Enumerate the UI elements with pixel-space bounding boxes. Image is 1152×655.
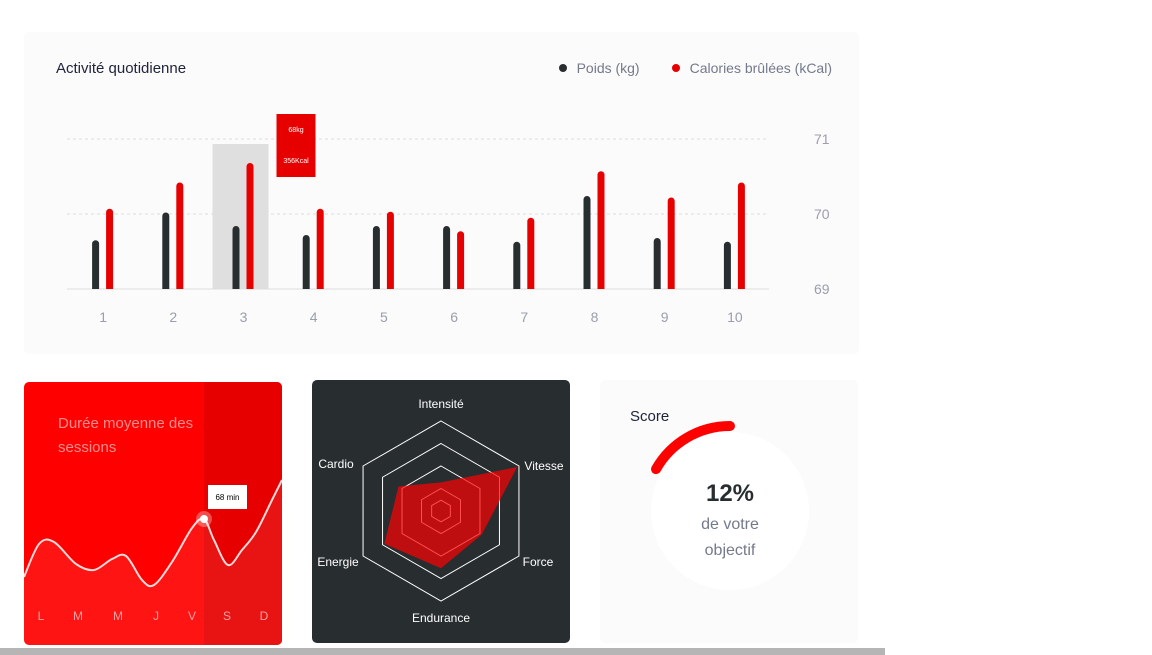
score-value: 12% — [705, 480, 755, 507]
bar-weight — [723, 241, 731, 289]
x-tick-label: 7 — [520, 309, 528, 325]
bar-weight — [583, 196, 591, 289]
y-tick-label: 71 — [814, 131, 830, 147]
radar-axis-label: Endurance — [412, 611, 470, 625]
score-label-line2: objectif — [704, 542, 756, 559]
sessions-dim-overlay — [204, 382, 282, 645]
bar-calories — [597, 171, 605, 289]
score-label-line1: de votre — [701, 516, 759, 533]
radar-axis-label: Force — [523, 555, 554, 569]
day-label: S — [223, 609, 231, 623]
sessions-title: Durée moyenne des sessions — [58, 415, 194, 456]
bar-calories — [246, 163, 254, 289]
performance-radar-chart: Intensité Vitesse Force Endurance Energie Car… — [317, 397, 564, 625]
x-tick-label: 9 — [661, 309, 669, 325]
legend-dot-calories — [671, 64, 680, 72]
bar-calories — [106, 208, 114, 289]
radar-axis-label: Vitesse — [524, 459, 563, 473]
sessions-tooltip-text: 68 min — [215, 493, 239, 502]
score-title: Score — [630, 408, 670, 425]
score-center: 12% de votre objectif — [650, 480, 810, 564]
x-tick-label: 8 — [591, 309, 599, 325]
day-label: V — [188, 609, 196, 623]
bar-weight — [372, 226, 380, 289]
bar-weight — [302, 235, 310, 289]
bar-weight — [92, 240, 100, 289]
day-label: D — [260, 609, 269, 623]
score-progress-arc — [651, 421, 735, 475]
x-tick-label: 2 — [169, 309, 177, 325]
activity-bar-chart[interactable]: 69 70 71 1 2 3 4 5 6 7 8 9 10 68kg 356Kcal — [24, 32, 859, 354]
bar-calories — [527, 217, 535, 289]
x-tick-label: 6 — [450, 309, 458, 325]
bar-calories — [316, 208, 324, 289]
activity-title: Activité quotidienne — [56, 60, 187, 77]
x-tick-label: 10 — [727, 309, 743, 325]
score-radial-chart — [651, 421, 809, 590]
tooltip-calories: 356Kcal — [283, 158, 309, 165]
highlight-band — [212, 144, 269, 289]
x-tick-label: 5 — [380, 309, 388, 325]
legend-dot-weight — [558, 64, 567, 72]
radar-data-shape — [384, 467, 518, 569]
bar-weight — [513, 241, 521, 289]
radar-axis-label: Cardio — [318, 457, 354, 471]
activity-tooltip — [276, 114, 316, 177]
radar-axis-label: Intensité — [418, 397, 464, 411]
sessions-line — [24, 479, 282, 588]
sessions-card: 68 min L M M J V S D Durée moyenne des sessions — [24, 382, 282, 645]
radar-axis-label: Energie — [317, 555, 359, 569]
score-inner-circle — [651, 432, 809, 590]
y-tick-label: 69 — [814, 281, 830, 297]
x-tick-label: 1 — [99, 309, 107, 325]
bar-calories — [737, 182, 745, 289]
legend-label-calories: Calories brûlées (kCal) — [689, 60, 832, 76]
activity-card: Activité quotidienne Poids (kg) Calories… — [24, 32, 859, 354]
x-tick-label: 4 — [310, 309, 318, 325]
bar-weight — [232, 226, 240, 289]
score-card: Score 12% de votre objectif — [600, 380, 858, 643]
horizontal-scrollbar[interactable] — [0, 648, 885, 655]
sessions-tooltip — [208, 485, 247, 509]
bar-calories — [457, 231, 465, 289]
day-label: L — [38, 609, 45, 623]
bar-calories — [176, 182, 184, 289]
tooltip-weight: 68kg — [288, 127, 303, 134]
sessions-dot — [200, 515, 208, 523]
y-tick-label: 70 — [814, 206, 830, 222]
day-label: M — [113, 609, 123, 623]
bar-calories — [386, 211, 394, 289]
sessions-line-chart[interactable]: 68 min L M M J V S D — [24, 382, 282, 645]
bar-weight — [653, 238, 661, 289]
activity-legend: Poids (kg) Calories brûlées (kCal) — [558, 60, 832, 76]
sessions-area — [24, 480, 282, 645]
legend-item-calories: Calories brûlées (kCal) — [671, 60, 832, 76]
day-label: M — [73, 609, 83, 623]
bar-calories — [667, 197, 675, 289]
bar-weight — [443, 226, 451, 289]
legend-item-weight: Poids (kg) — [558, 60, 640, 76]
performance-card: Intensité Vitesse Force Endurance Energie Car… — [312, 380, 570, 643]
day-label: J — [153, 609, 159, 623]
radar-grid-ring — [362, 420, 520, 602]
bar-weight — [162, 212, 170, 289]
legend-label-weight: Poids (kg) — [576, 60, 640, 76]
x-tick-label: 3 — [240, 309, 248, 325]
